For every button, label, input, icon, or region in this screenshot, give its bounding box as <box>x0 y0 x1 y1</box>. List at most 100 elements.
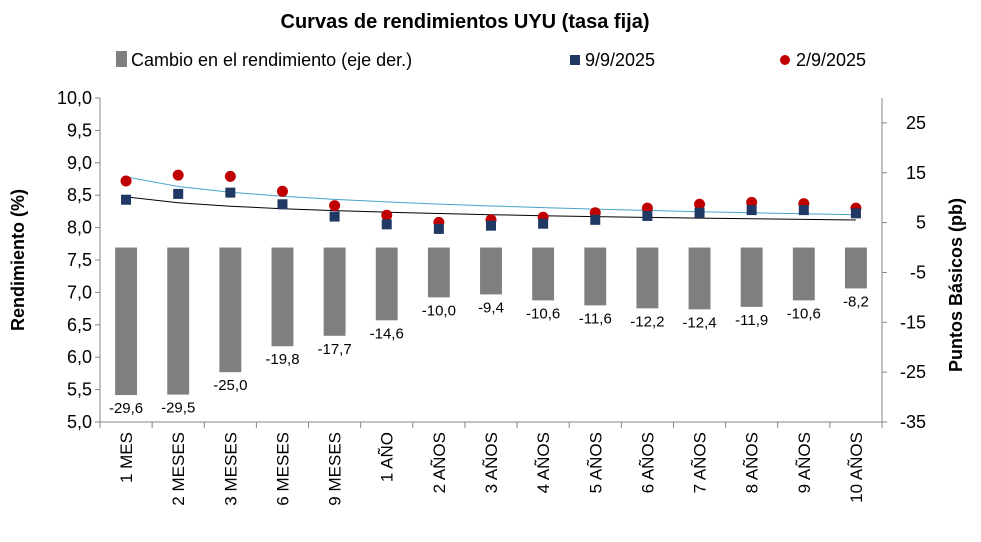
y-tick-label-left: 5,0 <box>67 412 92 432</box>
bar-data-label: -12,2 <box>630 313 664 330</box>
legend-square-marker <box>570 55 580 65</box>
x-tick-label: 4 AÑOS <box>534 432 553 493</box>
x-tick-label: 9 AÑOS <box>795 432 814 493</box>
y-tick-label-right: -25 <box>900 362 926 382</box>
x-tick-label: 5 AÑOS <box>586 432 605 493</box>
point-series-2 <box>694 198 706 210</box>
bar-data-label: -29,5 <box>161 400 195 417</box>
y-tick-label-right: 5 <box>916 213 926 233</box>
x-tick-label: 1 MES <box>117 432 136 483</box>
x-tick-label: 1 AÑO <box>378 432 397 482</box>
bar-data-label: -29,6 <box>109 400 143 417</box>
bar <box>271 247 294 347</box>
bar <box>375 247 398 321</box>
x-tick-label: 10 AÑOS <box>847 432 866 503</box>
point-series-1 <box>277 199 288 210</box>
y-axis-title-right: Puntos Básicos (pb) <box>946 198 966 372</box>
point-series-1 <box>798 205 809 216</box>
bar <box>740 247 763 307</box>
legend-circle-marker <box>780 55 790 65</box>
y-tick-label-left: 6,5 <box>67 315 92 335</box>
x-tick-label: 6 MESES <box>273 432 292 506</box>
bar-data-label: -8,2 <box>843 293 869 310</box>
bar-data-label: -17,7 <box>317 341 351 358</box>
point-series-1 <box>433 223 444 234</box>
bar-data-label: -10,6 <box>526 305 560 322</box>
x-tick-label: 3 AÑOS <box>482 432 501 493</box>
point-series-2 <box>224 170 236 182</box>
point-series-1 <box>173 188 184 199</box>
point-series-2 <box>329 200 341 212</box>
y-tick-label-right: 25 <box>906 113 926 133</box>
point-series-1 <box>121 194 132 205</box>
point-series-2 <box>381 209 393 221</box>
point-series-1 <box>329 211 340 222</box>
point-series-1 <box>746 205 757 216</box>
y-tick-label-right: -15 <box>900 312 926 332</box>
bar <box>219 247 242 373</box>
point-series-2 <box>276 185 288 197</box>
y-tick-label-left: 10,0 <box>57 88 92 108</box>
legend-series-1-label: 9/9/2025 <box>585 50 655 70</box>
y-tick-label-right: 15 <box>906 163 926 183</box>
point-series-2 <box>120 175 132 187</box>
point-series-1 <box>486 220 496 231</box>
y-tick-label-left: 5,5 <box>67 380 92 400</box>
point-series-1 <box>538 218 549 229</box>
bar <box>167 247 190 395</box>
bar-data-label: -11,9 <box>735 312 768 329</box>
bar-data-label: -11,6 <box>579 310 612 327</box>
y-tick-label-left: 6,0 <box>67 347 92 367</box>
point-series-2 <box>746 196 758 208</box>
x-tick-label: 3 MESES <box>221 432 240 506</box>
bar <box>844 247 867 289</box>
y-tick-label-left: 9,0 <box>67 153 92 173</box>
bar <box>584 247 607 306</box>
bar-data-label: -14,6 <box>370 325 404 342</box>
bar <box>480 247 502 295</box>
x-tick-label: 2 AÑOS <box>430 432 449 493</box>
trendline-series-2 <box>126 176 856 216</box>
y-axis-title-left: Rendimiento (%) <box>8 189 28 331</box>
point-series-1 <box>381 219 392 230</box>
bar <box>115 247 138 396</box>
chart-title: Curvas de rendimientos UYU (tasa fija) <box>281 11 650 33</box>
y-tick-label-right: -5 <box>910 262 926 282</box>
bar <box>532 247 555 301</box>
y-tick-label-left: 9,5 <box>67 120 92 140</box>
point-series-2 <box>641 202 653 214</box>
bar-data-label: -10,0 <box>422 302 456 319</box>
bar <box>688 247 711 310</box>
point-series-1 <box>850 208 861 219</box>
y-tick-label-right: -35 <box>900 412 926 432</box>
bar-data-label: -19,8 <box>265 351 299 368</box>
bar-data-label: -25,0 <box>213 377 247 394</box>
bar <box>323 247 346 336</box>
legend-bar-label: Cambio en el rendimiento (eje der.) <box>131 50 412 70</box>
point-series-1 <box>225 187 236 198</box>
point-series-1 <box>590 214 601 225</box>
point-series-1 <box>642 210 653 221</box>
y-tick-label-left: 8,5 <box>67 185 92 205</box>
x-tick-label: 7 AÑOS <box>691 432 710 493</box>
x-tick-label: 8 AÑOS <box>743 432 762 493</box>
x-tick-label: 2 MESES <box>169 432 188 506</box>
bar <box>636 247 659 309</box>
legend: Cambio en el rendimiento (eje der.) 9/9/… <box>116 50 866 70</box>
plot-area: 10,0 9,5 9,0 8,5 8,0 7,5 7,0 6,5 6,0 5,5 5,0 25 15 5 -… <box>57 88 926 506</box>
bar <box>427 247 450 298</box>
x-tick-label: 6 AÑOS <box>638 432 657 493</box>
y-tick-label-left: 7,5 <box>67 250 92 270</box>
point-series-2 <box>172 169 184 181</box>
legend-bar-swatch <box>116 51 127 67</box>
legend-series-2-label: 2/9/2025 <box>796 50 866 70</box>
bar-data-label: -9,4 <box>478 299 504 316</box>
bar <box>792 247 815 301</box>
point-series-1 <box>694 207 705 218</box>
y-tick-label-left: 8,0 <box>67 218 92 238</box>
bar-data-label: -10,6 <box>787 305 821 322</box>
y-tick-label-left: 7,0 <box>67 282 92 302</box>
x-tick-label: 9 MESES <box>326 432 345 506</box>
